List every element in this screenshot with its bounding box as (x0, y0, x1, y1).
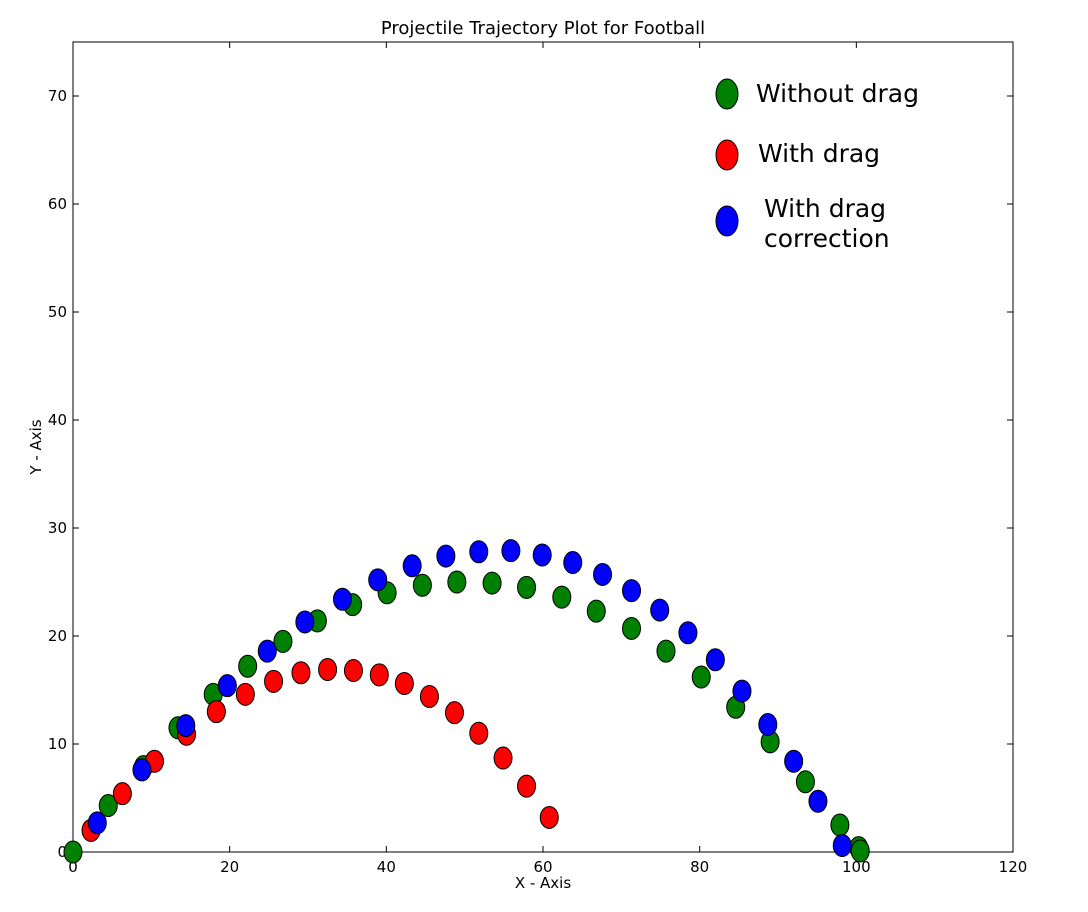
data-point (622, 616, 642, 640)
data-point (850, 839, 870, 863)
data-point (63, 840, 83, 864)
data-point (444, 701, 464, 725)
y-tick-label: 20 (48, 627, 67, 645)
data-point (98, 794, 118, 818)
data-point (217, 674, 237, 698)
data-point (650, 598, 670, 622)
data-point (501, 539, 521, 563)
data-point (517, 575, 537, 599)
legend-marker (715, 139, 739, 171)
data-point (539, 805, 559, 829)
data-point (394, 672, 414, 696)
y-tick-label: 40 (48, 411, 67, 429)
data-point (808, 789, 828, 813)
data-point (482, 571, 502, 595)
x-tick-label: 120 (999, 858, 1028, 876)
axis-ticks: 0 20 40 60 80 100 120 0 10 20 30 40 50 60 70 (48, 42, 1027, 876)
data-point (678, 621, 698, 645)
data-point (593, 562, 613, 586)
data-point (832, 834, 852, 858)
data-point (732, 679, 752, 703)
y-tick-label: 0 (57, 843, 67, 861)
data-point (563, 551, 583, 575)
legend-marker (715, 205, 739, 237)
data-point (235, 682, 255, 706)
legend-marker (715, 78, 739, 110)
data-point (318, 657, 338, 681)
legend-label: With drag (764, 194, 886, 223)
y-tick-label: 70 (48, 87, 67, 105)
data-point (369, 663, 389, 687)
y-tick-label: 10 (48, 735, 67, 753)
legend-label: With drag (758, 139, 880, 168)
y-tick-label: 60 (48, 195, 67, 213)
data-point (436, 544, 456, 568)
data-point (705, 648, 725, 672)
data-point (291, 661, 311, 685)
data-point (332, 587, 352, 611)
data-point (402, 554, 422, 578)
plot-area (72, 41, 1014, 853)
data-point (447, 570, 467, 594)
data-point (622, 579, 642, 603)
data-point (656, 639, 676, 663)
data-point (257, 639, 277, 663)
data-point (238, 654, 258, 678)
data-point (532, 543, 552, 567)
x-tick-label: 60 (533, 858, 552, 876)
data-point (469, 540, 489, 564)
x-tick-label: 0 (68, 858, 78, 876)
x-tick-label: 80 (690, 858, 709, 876)
x-tick-label: 20 (220, 858, 239, 876)
data-markers (63, 539, 870, 864)
data-point (419, 684, 439, 708)
data-point (368, 568, 388, 592)
data-point (112, 782, 132, 806)
data-point (552, 585, 572, 609)
legend-label: correction (764, 224, 890, 253)
data-point (206, 700, 226, 724)
data-point (87, 811, 107, 835)
data-point (412, 573, 432, 597)
x-tick-label: 100 (842, 858, 871, 876)
y-tick-label: 30 (48, 519, 67, 537)
data-point (784, 749, 804, 773)
data-point (295, 610, 315, 634)
x-tick-label: 40 (377, 858, 396, 876)
data-point (758, 713, 778, 737)
y-axis-title: Y - Axis (27, 419, 45, 475)
data-point (830, 813, 850, 837)
data-point (132, 758, 152, 782)
data-point (469, 721, 489, 745)
data-point (343, 659, 363, 683)
data-point (493, 746, 513, 770)
y-tick-label: 50 (48, 303, 67, 321)
data-point (691, 665, 711, 689)
series-2 (87, 539, 852, 858)
data-point (273, 629, 293, 653)
x-axis-title: X - Axis (515, 874, 572, 892)
chart-title: Projectile Trajectory Plot for Football (381, 18, 705, 39)
data-point (586, 599, 606, 623)
data-point (176, 714, 196, 738)
data-point (517, 774, 537, 798)
legend-label: Without drag (756, 79, 919, 108)
data-point (795, 770, 815, 794)
data-point (264, 669, 284, 693)
